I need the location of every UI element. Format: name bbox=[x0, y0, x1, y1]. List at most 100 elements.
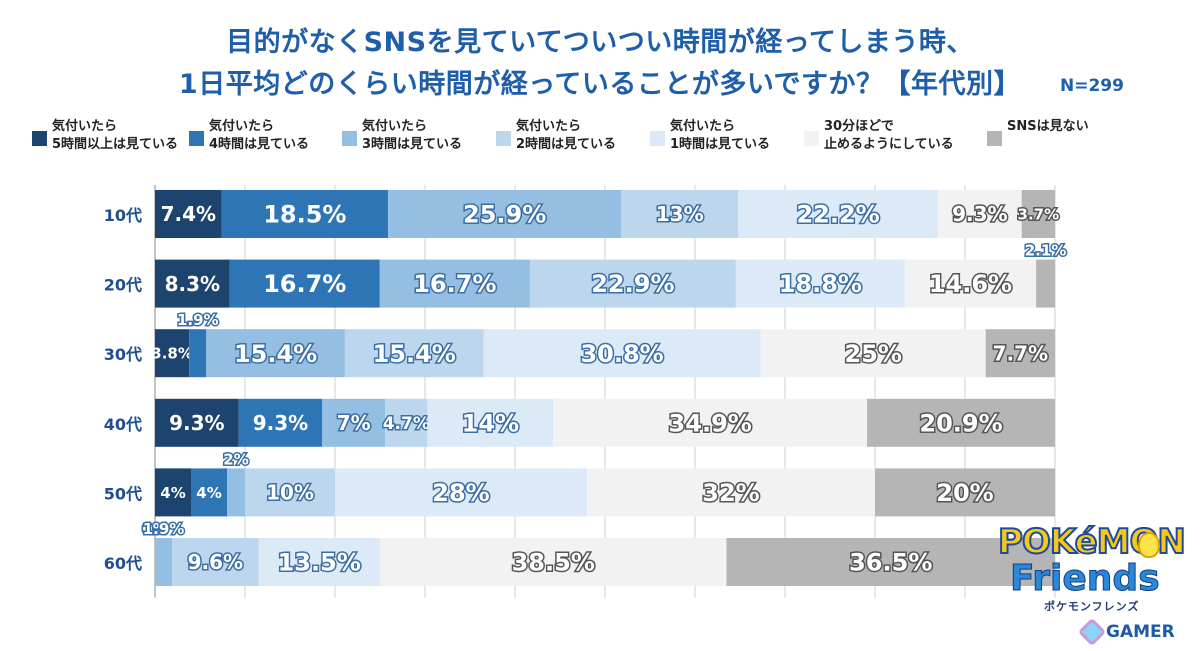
bar-segment bbox=[726, 538, 1055, 586]
data-label: 9.6% bbox=[188, 550, 243, 574]
bar-segment bbox=[344, 329, 484, 378]
category-label: 50代 bbox=[104, 484, 142, 503]
data-label: 2% bbox=[223, 450, 248, 468]
legend-swatch bbox=[496, 131, 511, 146]
bar-segment bbox=[985, 329, 1055, 378]
legend-swatch bbox=[189, 131, 204, 146]
data-label: 36.5% bbox=[849, 549, 932, 577]
bar-segment bbox=[155, 468, 191, 517]
legend-swatch bbox=[650, 131, 665, 146]
data-label: 8.3% bbox=[165, 272, 220, 296]
legend-label: 気付いたら 4時間は見ている bbox=[209, 119, 310, 152]
data-label: 22.2% bbox=[796, 201, 879, 229]
data-label: 7% bbox=[337, 411, 371, 435]
bar-segment bbox=[1036, 259, 1055, 308]
data-label: 3.7% bbox=[1018, 205, 1060, 223]
category-label: 60代 bbox=[104, 554, 142, 573]
data-label: 16.7% bbox=[413, 270, 496, 298]
bar-segment bbox=[155, 259, 230, 308]
legend-label: 30分ほどで 止めるようにしている bbox=[824, 119, 954, 152]
data-label: 10% bbox=[266, 481, 314, 505]
data-label: 18.8% bbox=[779, 270, 862, 298]
data-label: 38.5% bbox=[512, 549, 595, 577]
data-label: 20% bbox=[936, 479, 993, 507]
legend-swatch bbox=[804, 131, 819, 146]
legend-item: 気付いたら 5時間以上は見ている bbox=[32, 118, 178, 154]
bar-segment bbox=[904, 259, 1037, 308]
gamer-watermark: GAMER bbox=[1077, 617, 1175, 647]
bar-segment bbox=[245, 468, 335, 517]
data-label: 3.8% bbox=[151, 345, 193, 363]
data-label: 1.9% bbox=[143, 520, 185, 538]
data-label: 13.5% bbox=[278, 549, 361, 577]
legend-item: SNSは見ない bbox=[987, 118, 1089, 146]
bar-segment bbox=[621, 190, 739, 238]
legend-item: 気付いたら 3時間は見ている bbox=[342, 118, 462, 154]
bar-segment bbox=[938, 190, 1022, 238]
data-label: 28% bbox=[432, 479, 489, 507]
bar-segment bbox=[155, 398, 239, 447]
data-label: 25.9% bbox=[463, 201, 546, 229]
bar-segment bbox=[155, 329, 190, 378]
bar-segment bbox=[385, 398, 428, 447]
bar-segment bbox=[529, 259, 736, 308]
bar-segment bbox=[229, 259, 380, 308]
data-label: 30.8% bbox=[580, 340, 663, 368]
legend-swatch bbox=[987, 131, 1002, 146]
bar-segment bbox=[388, 190, 622, 238]
data-label: 13% bbox=[656, 202, 704, 226]
bar-segment bbox=[379, 259, 530, 308]
legend-swatch bbox=[32, 131, 47, 146]
data-label: 18.5% bbox=[263, 201, 346, 229]
data-label: 15.4% bbox=[234, 340, 317, 368]
bar-segment bbox=[867, 398, 1055, 447]
legend-label: 気付いたら 2時間は見ている bbox=[516, 119, 617, 152]
legend-label: SNSは見ない bbox=[1007, 119, 1089, 134]
legend-item: 気付いたら 2時間は見ている bbox=[496, 118, 616, 154]
gamer-logo-icon bbox=[1077, 617, 1107, 647]
category-label: 20代 bbox=[104, 276, 142, 295]
legend-swatch bbox=[342, 131, 357, 146]
bar-segment bbox=[1021, 190, 1055, 238]
bar-segment bbox=[553, 398, 868, 447]
data-label: 1.9% bbox=[177, 311, 219, 329]
bar-segment bbox=[189, 329, 207, 378]
bar-segment bbox=[483, 329, 761, 378]
bar-segment bbox=[760, 329, 986, 378]
bar-segment bbox=[227, 468, 245, 517]
data-label: 22.9% bbox=[591, 270, 674, 298]
legend-item: 気付いたら 1時間は見ている bbox=[650, 118, 770, 154]
data-label: 0% bbox=[142, 520, 167, 538]
data-label: 14.6% bbox=[929, 270, 1012, 298]
sample-size-label: N=299 bbox=[1060, 76, 1124, 96]
data-label: 7.4% bbox=[161, 202, 216, 226]
lightbulb-icon bbox=[1138, 532, 1160, 558]
bar-segment bbox=[587, 468, 875, 517]
bar-segment bbox=[875, 468, 1055, 517]
data-label: 4% bbox=[196, 484, 221, 502]
data-label: 32% bbox=[702, 479, 759, 507]
data-label: 34.9% bbox=[669, 409, 752, 437]
data-label: 4% bbox=[160, 484, 185, 502]
logo-katakana-text: ポケモンフレンズ bbox=[1044, 600, 1140, 613]
category-label: 40代 bbox=[104, 415, 142, 434]
bar-segment bbox=[221, 190, 389, 238]
data-label: 16.7% bbox=[263, 270, 346, 298]
chart-legend: 気付いたら 5時間以上は見ている 気付いたら 4時間は見ている 気付いたら 3時… bbox=[32, 118, 1182, 162]
data-label: 7.7% bbox=[993, 341, 1048, 365]
data-label: 2.1% bbox=[1025, 242, 1067, 260]
legend-label: 気付いたら 5時間以上は見ている bbox=[52, 119, 179, 152]
bar-segment bbox=[172, 538, 259, 586]
data-label: 20.9% bbox=[919, 409, 1002, 437]
chart-title-line1: 目的がなくSNSを見ていてついつい時間が経ってしまう時、 bbox=[226, 27, 974, 58]
data-label: 9.3% bbox=[169, 411, 224, 435]
data-label: 25% bbox=[844, 340, 901, 368]
data-label: 9.3% bbox=[253, 411, 308, 435]
data-label: 15.4% bbox=[373, 340, 456, 368]
legend-label: 気付いたら 3時間は見ている bbox=[362, 119, 463, 152]
legend-item: 気付いたら 4時間は見ている bbox=[189, 118, 309, 154]
bar-segment bbox=[155, 538, 173, 586]
pokemon-friends-logo: POKéMON Friends ポケモンフレンズ bbox=[997, 523, 1187, 624]
bar-segment bbox=[206, 329, 345, 378]
